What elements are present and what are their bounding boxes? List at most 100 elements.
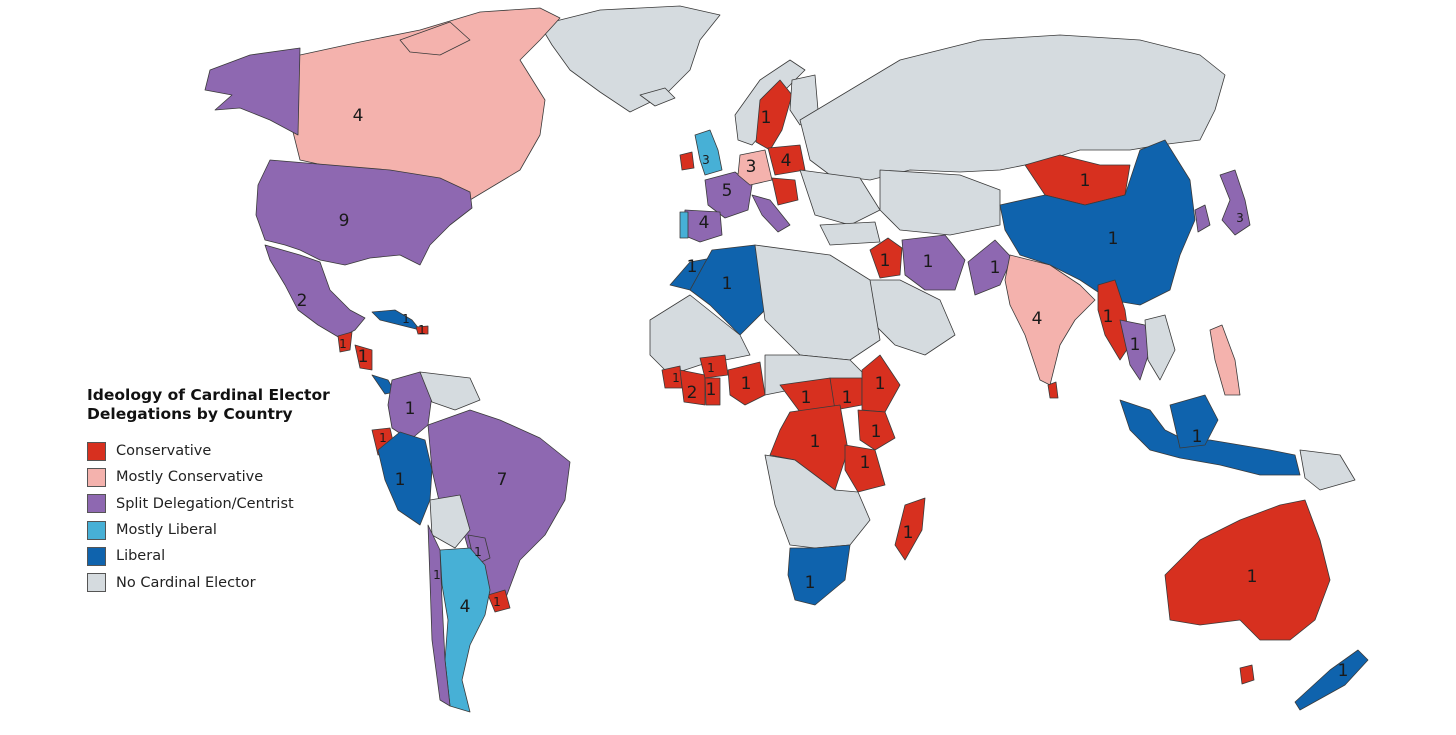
- region-usa: [255, 159, 473, 266]
- count-label-madagascar: 1: [903, 523, 914, 543]
- legend-swatch-liberal: [87, 546, 106, 566]
- region-europe-east: [799, 169, 881, 226]
- count-label-canada: 4: [353, 106, 364, 126]
- count-label-usa: 9: [339, 211, 350, 231]
- count-label-haiti: 1: [418, 323, 426, 337]
- region-greenland: [539, 5, 721, 113]
- region-turkey: [819, 221, 881, 246]
- count-label-india: 4: [1032, 309, 1043, 329]
- count-label-mexico: 2: [297, 291, 308, 311]
- count-label-china: 1: [1108, 229, 1119, 249]
- legend-label-none: No Cardinal Elector: [116, 574, 256, 591]
- legend-swatch-conservative: [87, 441, 106, 461]
- region-ethiopia: [861, 354, 901, 413]
- region-north-africa: [754, 244, 881, 361]
- count-label-cuba: 1: [402, 312, 410, 326]
- region-venezuela: [419, 371, 481, 411]
- legend: Ideology of Cardinal Elector Delegations…: [87, 386, 347, 596]
- legend-item-mostly-liberal: Mostly Liberal: [87, 517, 347, 543]
- legend-label-conservative: Conservative: [116, 443, 212, 460]
- count-label-germany: 3: [746, 157, 757, 177]
- region-nicaragua: [354, 344, 373, 371]
- region-chile: [427, 524, 451, 707]
- count-label-algeria: 1: [722, 274, 733, 294]
- count-label-iraq: 1: [880, 251, 891, 271]
- count-label-nigeria: 1: [741, 374, 752, 394]
- region-pakistan: [967, 239, 1013, 296]
- count-label-paraguay: 1: [474, 545, 482, 559]
- count-label-colombia: 1: [405, 399, 416, 419]
- count-label-south-sudan: 1: [842, 388, 853, 408]
- region-mexico: [264, 244, 366, 339]
- region-uruguay: [487, 589, 511, 613]
- region-central-asia: [879, 169, 1001, 236]
- region-iceland: [639, 87, 676, 107]
- count-label-guatemala: 1: [339, 337, 347, 351]
- region-se-asia: [1144, 314, 1176, 381]
- legend-item-mostly-conservative: Mostly Conservative: [87, 464, 347, 490]
- count-label-argentina: 4: [460, 597, 471, 617]
- legend-label-mostly-conservative: Mostly Conservative: [116, 469, 264, 486]
- legend-item-conservative: Conservative: [87, 438, 347, 464]
- region-bolivia: [429, 494, 471, 549]
- region-poland: [767, 144, 806, 176]
- region-uk: [694, 129, 723, 176]
- region-tasmania: [1239, 664, 1255, 685]
- count-label-iran: 1: [923, 252, 934, 272]
- count-label-thailand: 1: [1130, 335, 1141, 355]
- count-label-car: 1: [801, 388, 812, 408]
- region-sweden: [755, 79, 793, 151]
- legend-label-split: Split Delegation/Centrist: [116, 495, 294, 512]
- region-australia: [1164, 499, 1331, 641]
- region-italy: [751, 194, 791, 233]
- legend-label-liberal: Liberal: [116, 548, 166, 565]
- count-label-morocco: 1: [687, 257, 698, 277]
- legend-title-line1: Ideology of Cardinal Elector: [87, 386, 330, 404]
- region-myanmar: [1097, 279, 1131, 361]
- count-label-cote-divoire: 2: [687, 383, 698, 403]
- count-label-ghana: 1: [706, 380, 717, 400]
- legend-item-split: Split Delegation/Centrist: [87, 491, 347, 517]
- region-southern-africa: [764, 454, 871, 549]
- count-label-france: 5: [722, 181, 733, 201]
- region-cuba: [371, 309, 421, 331]
- legend-swatch-none: [87, 573, 106, 593]
- region-argentina: [439, 547, 491, 713]
- region-korea: [1194, 204, 1211, 233]
- count-label-drc: 1: [810, 432, 821, 452]
- region-kenya: [857, 409, 896, 451]
- count-label-spain: 4: [699, 213, 710, 233]
- count-label-uk: 3: [702, 153, 710, 167]
- region-indonesia: [1119, 399, 1301, 476]
- region-iran: [901, 234, 966, 291]
- region-china: [999, 139, 1196, 306]
- count-label-ecuador: 1: [379, 431, 387, 445]
- count-label-pakistan: 1: [990, 258, 1001, 278]
- count-label-chile: 1: [433, 568, 441, 582]
- region-guatemala: [337, 331, 353, 353]
- count-label-poland: 4: [781, 151, 792, 171]
- region-tanzania: [844, 444, 886, 493]
- region-iraq: [869, 237, 903, 279]
- region-png: [1299, 449, 1356, 491]
- region-thailand: [1119, 319, 1151, 381]
- legend-swatch-mostly-conservative: [87, 467, 106, 487]
- legend-title-line2: Delegations by Country: [87, 405, 293, 423]
- region-ghana: [704, 377, 721, 406]
- count-label-new-zealand: 1: [1338, 661, 1349, 681]
- region-cotedivoire: [679, 369, 706, 406]
- count-label-sweden: 1: [761, 108, 772, 128]
- legend-item-none: No Cardinal Elector: [87, 569, 347, 595]
- count-label-ethiopia: 1: [875, 374, 886, 394]
- region-portugal: [679, 211, 689, 239]
- legend-swatch-split: [87, 494, 106, 514]
- region-new-zealand: [1294, 649, 1369, 711]
- region-france: [704, 171, 753, 219]
- region-alaska: [204, 47, 301, 136]
- region-nigeria: [727, 361, 766, 406]
- region-japan: [1219, 169, 1251, 236]
- count-label-brazil: 7: [497, 470, 508, 490]
- region-south-africa: [787, 544, 851, 606]
